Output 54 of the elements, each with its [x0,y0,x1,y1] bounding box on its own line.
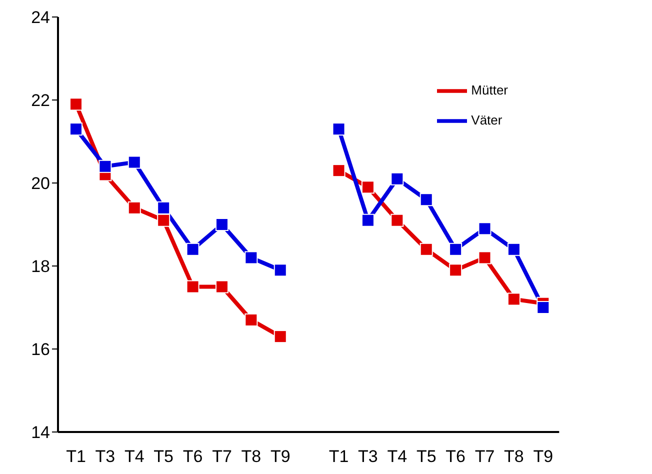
point [478,222,492,236]
y-tick-label: 22 [31,91,50,110]
point [128,156,141,169]
point [215,218,228,231]
point [390,214,404,227]
x-tick-label: T5 [154,447,174,466]
point [332,164,346,178]
point [507,292,520,306]
x-tick-label: T4 [387,447,408,466]
point [157,214,170,227]
point [98,160,112,173]
point [390,172,404,186]
x-tick-label: T3 [358,447,378,466]
point [157,201,170,214]
point [186,280,200,294]
x-tick-label: T9 [533,447,554,466]
point [361,214,374,227]
point [449,264,462,277]
point [70,98,82,111]
x-tick-label: T1 [66,447,86,466]
x-tick-label: T7 [212,447,232,466]
x-tick-label: T3 [95,447,116,466]
point [244,313,258,326]
point [478,251,492,264]
point [449,242,462,256]
x-tick-label: T1 [328,447,349,466]
x-tick-label: T4 [124,447,144,466]
point [274,264,287,277]
point [361,180,374,194]
x-tick-label: T7 [474,447,495,466]
x-tick-label: T6 [446,447,466,466]
y-tick-label: 14 [31,423,50,442]
point [536,301,550,314]
point [420,242,433,256]
point [507,242,520,256]
legend-label: Väter [471,112,502,128]
point [70,122,82,136]
x-tick-label: T8 [241,447,262,466]
point [274,330,287,344]
y-tick-label: 20 [31,174,50,194]
point [128,201,141,214]
point [420,193,433,206]
point [332,122,346,136]
x-tick-label: T8 [504,447,524,466]
y-tick-label: 18 [31,257,50,276]
point [215,280,228,294]
y-tick-label: 16 [31,340,50,360]
y-tick-label: 24 [31,8,50,28]
x-tick-label: T5 [416,447,436,466]
legend-label: Mütter [471,82,508,98]
x-tick-label: T6 [182,447,203,466]
x-tick-label: T9 [270,447,290,466]
point [244,251,258,264]
point [186,242,200,256]
